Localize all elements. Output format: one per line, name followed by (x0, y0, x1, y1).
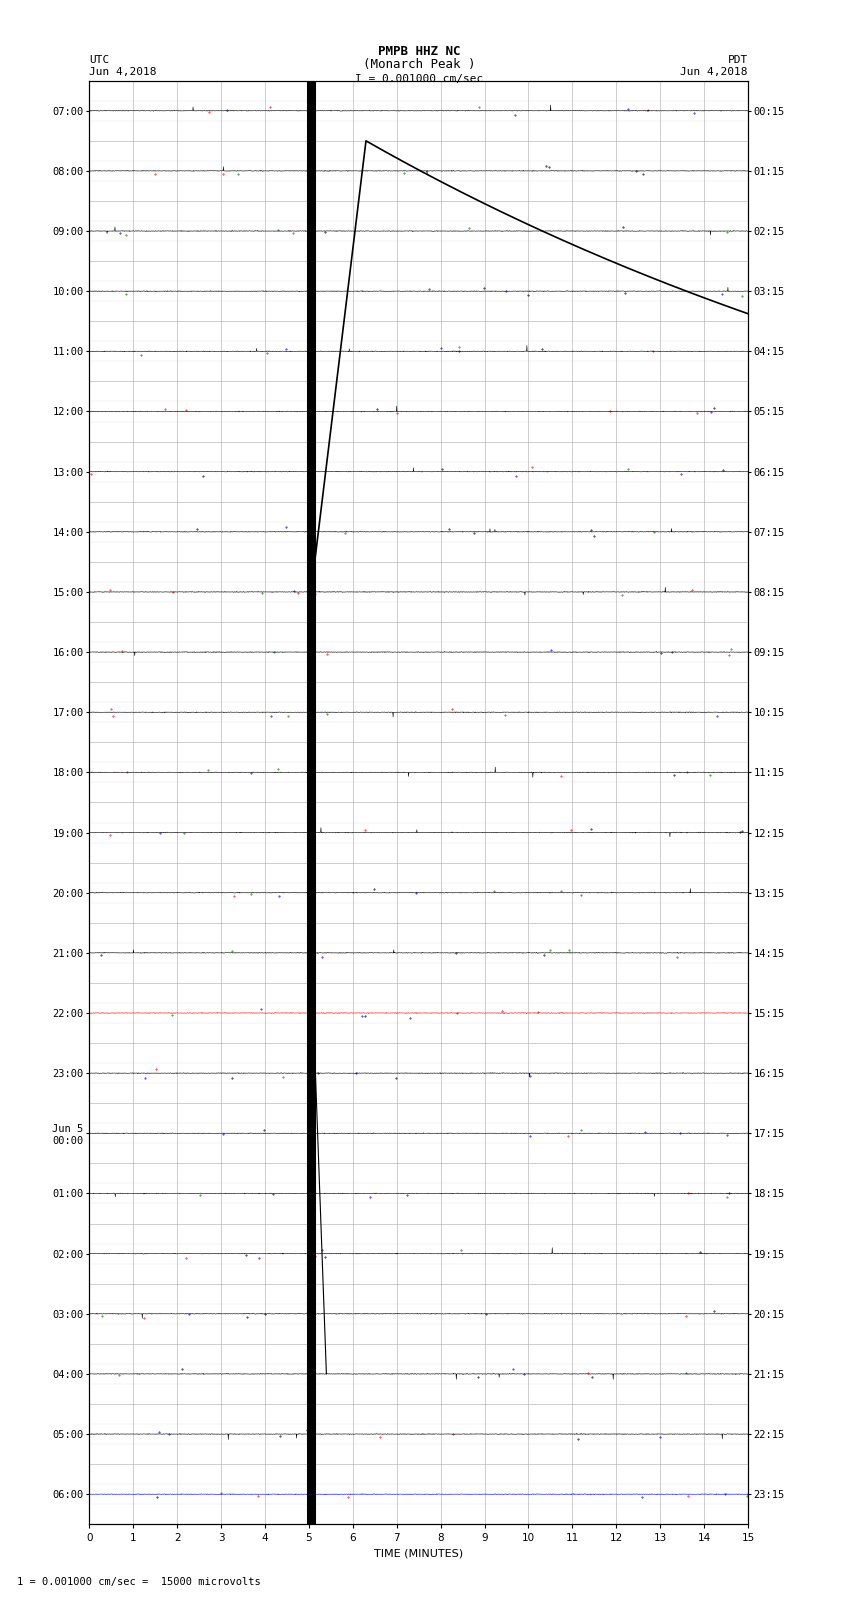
Text: (Monarch Peak ): (Monarch Peak ) (363, 58, 475, 71)
Text: UTC: UTC (89, 55, 110, 65)
Text: PMPB HHZ NC: PMPB HHZ NC (377, 45, 461, 58)
X-axis label: TIME (MINUTES): TIME (MINUTES) (374, 1548, 463, 1558)
Text: Jun 4,2018: Jun 4,2018 (89, 68, 156, 77)
Text: PDT: PDT (728, 55, 748, 65)
Text: I = 0.001000 cm/sec: I = 0.001000 cm/sec (355, 74, 483, 84)
Text: 1 = 0.001000 cm/sec =  15000 microvolts: 1 = 0.001000 cm/sec = 15000 microvolts (17, 1578, 261, 1587)
Text: Jun 4,2018: Jun 4,2018 (681, 68, 748, 77)
